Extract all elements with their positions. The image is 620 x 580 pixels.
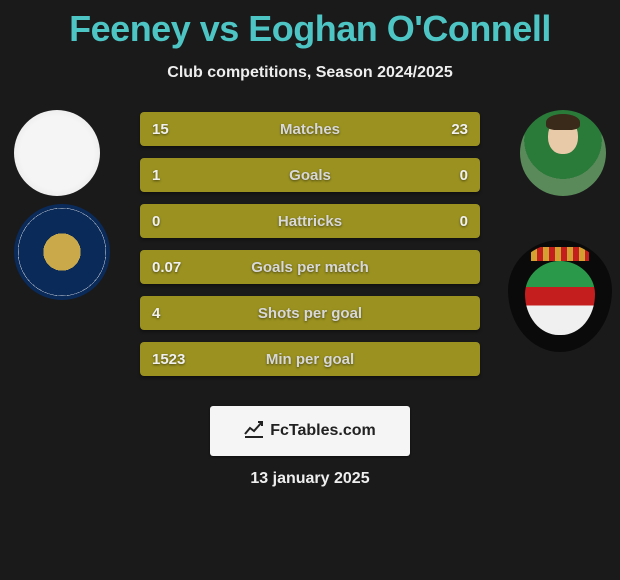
club-left-crest [14, 204, 110, 300]
comparison-title: Feeney vs Eoghan O'Connell [0, 0, 620, 50]
stat-row-goals-per-match: 0.07 Goals per match [140, 250, 480, 284]
stat-row-matches: 15 Matches 23 [140, 112, 480, 146]
stat-label: Goals [140, 167, 480, 184]
comparison-subtitle: Club competitions, Season 2024/2025 [0, 64, 620, 82]
stat-left-value: 15 [152, 121, 169, 138]
stat-left-value: 1 [152, 167, 160, 184]
stat-left-value: 1523 [152, 351, 185, 368]
stat-bar-list: 15 Matches 23 1 Goals 0 0 Hattricks 0 0.… [140, 112, 480, 376]
stat-right-value: 23 [451, 121, 468, 138]
stat-row-hattricks: 0 Hattricks 0 [140, 204, 480, 238]
stat-right-value: 0 [460, 167, 468, 184]
stat-label: Min per goal [140, 351, 480, 368]
fctables-link[interactable]: FcTables.com [210, 406, 410, 456]
line-chart-icon [244, 420, 264, 443]
stat-left-value: 0.07 [152, 259, 181, 276]
stat-row-min-per-goal: 1523 Min per goal [140, 342, 480, 376]
player-right-photo [520, 110, 606, 196]
player-left-photo [14, 110, 100, 196]
club-right-crest [508, 240, 612, 352]
comparison-date: 13 january 2025 [0, 470, 620, 488]
stat-left-value: 0 [152, 213, 160, 230]
stat-label: Hattricks [140, 213, 480, 230]
fctables-label: FcTables.com [270, 422, 376, 440]
stat-label: Shots per goal [140, 305, 480, 322]
stat-row-goals: 1 Goals 0 [140, 158, 480, 192]
comparison-body: 15 Matches 23 1 Goals 0 0 Hattricks 0 0.… [0, 110, 620, 390]
stat-right-value: 0 [460, 213, 468, 230]
stat-label: Goals per match [140, 259, 480, 276]
stat-left-value: 4 [152, 305, 160, 322]
stat-row-shots-per-goal: 4 Shots per goal [140, 296, 480, 330]
stat-label: Matches [140, 121, 480, 138]
